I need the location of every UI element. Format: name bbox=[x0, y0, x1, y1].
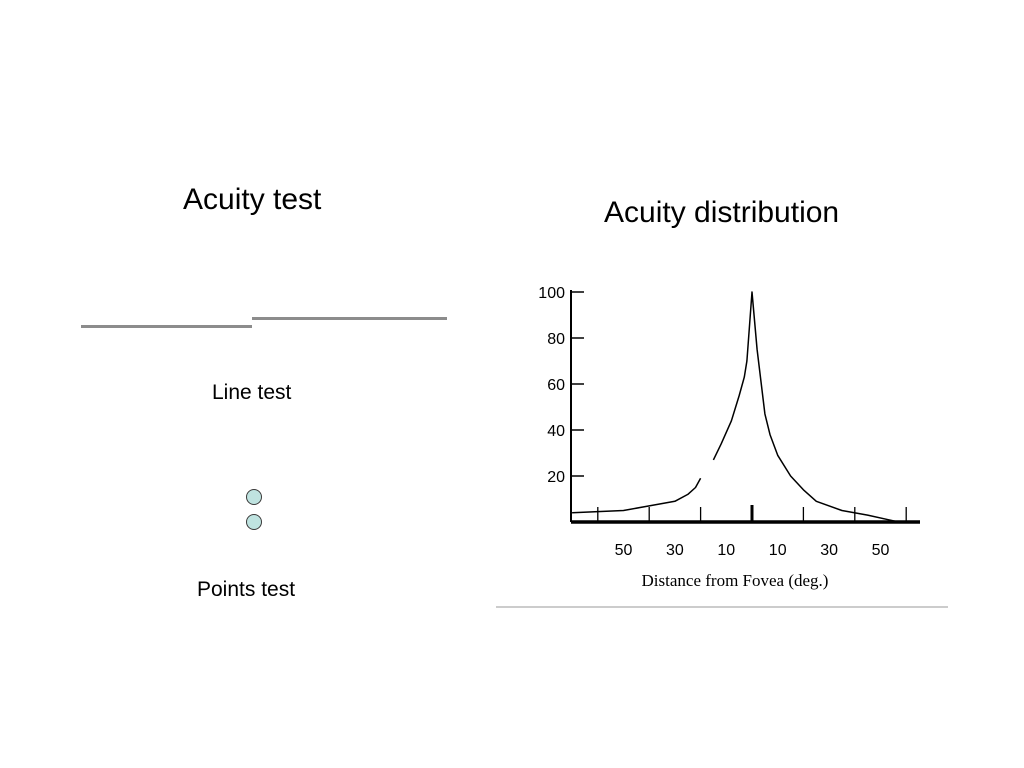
x-tick-label-1: 30 bbox=[666, 542, 684, 559]
y-tick-label-40: 40 bbox=[547, 423, 565, 440]
line-test-left-segment bbox=[81, 325, 252, 328]
points-test-dot-lower bbox=[246, 514, 262, 530]
x-tick-label-5: 50 bbox=[872, 542, 890, 559]
x-axis-label: Distance from Fovea (deg.) bbox=[642, 571, 829, 590]
acuity-test-title: Acuity test bbox=[183, 183, 322, 216]
acuity-distribution-title: Acuity distribution bbox=[604, 196, 840, 229]
x-tick-label-4: 30 bbox=[820, 542, 838, 559]
line-test-right-segment bbox=[252, 317, 447, 320]
acuity-curve-center bbox=[712, 291, 899, 523]
points-test-label: Points test bbox=[197, 578, 296, 601]
points-test-dot-upper bbox=[246, 489, 262, 505]
x-tick-label-2: 10 bbox=[717, 542, 735, 559]
x-tick-label-0: 50 bbox=[615, 542, 633, 559]
x-tick-label-3: 10 bbox=[769, 542, 787, 559]
y-tick-label-60: 60 bbox=[547, 377, 565, 394]
y-tick-label-80: 80 bbox=[547, 331, 565, 348]
y-tick-label-100: 100 bbox=[538, 285, 565, 302]
acuity-distribution-chart: 20 40 60 80 100 50 30 10 10 30 50 Distance from Fov… bbox=[496, 285, 948, 608]
line-test-label: Line test bbox=[212, 381, 292, 404]
acuity-curve-left bbox=[572, 477, 702, 514]
y-tick-label-20: 20 bbox=[547, 469, 565, 486]
